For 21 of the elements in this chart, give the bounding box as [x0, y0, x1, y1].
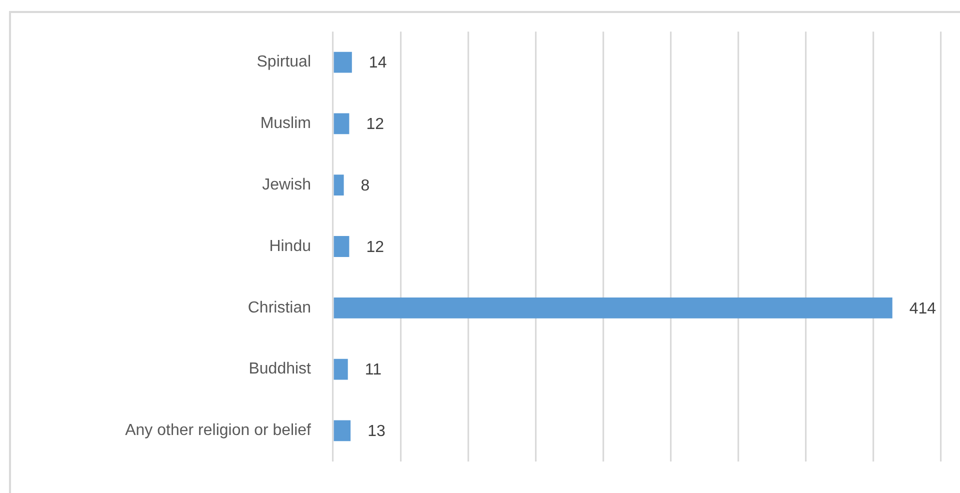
bar	[334, 420, 351, 442]
y-tick-label: Muslim	[260, 115, 311, 132]
y-tick-label: Christian	[248, 299, 311, 316]
data-label: 414	[909, 300, 936, 318]
y-tick-label: Buddhist	[248, 360, 312, 378]
bar	[334, 174, 344, 196]
y-tick-label: Hindu	[269, 238, 311, 255]
bar	[334, 297, 892, 318]
data-label: 8	[360, 178, 370, 195]
y-tick-label: Any other religion or belief	[125, 422, 312, 440]
data-label: 11	[364, 362, 382, 379]
y-tick-label: Jewish	[262, 176, 311, 194]
y-tick-label: Spirtual	[256, 54, 311, 71]
bar	[334, 52, 352, 73]
bar	[334, 358, 348, 380]
bar	[334, 113, 350, 134]
data-label: 14	[368, 54, 387, 72]
data-label: 12	[366, 116, 384, 134]
data-label: 12	[366, 238, 384, 256]
bar	[334, 236, 350, 257]
data-label: 13	[368, 423, 386, 440]
